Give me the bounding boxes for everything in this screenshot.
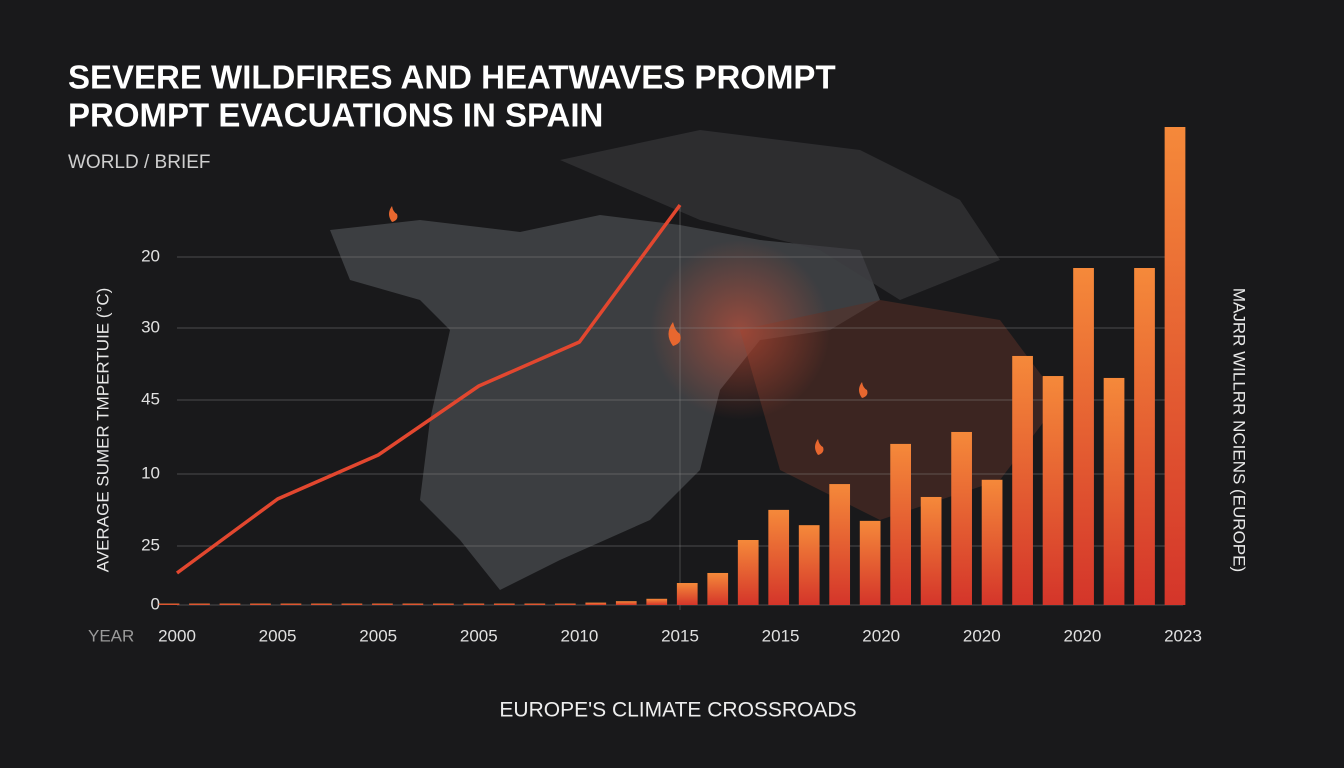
y-tick-label: 20 [141,246,160,265]
bar [920,496,942,605]
bar [1134,268,1155,605]
bar [432,603,454,605]
bar [1012,355,1033,605]
bar [219,603,241,605]
y-axis-label: AVERAGE SUMER TMPERTUIE (°C) [93,288,112,573]
x-tick-label: 2020 [963,626,1001,645]
x-tick-label: 2010 [560,626,598,645]
x-tick-label: 2023 [1164,626,1202,645]
footer: EUROPE'S CLIMATE CROSSROADS [499,699,856,722]
x-tick-label: 2005 [460,626,498,645]
y-tick-label: 30 [141,317,160,336]
fire-icon [389,206,398,222]
bar [372,603,393,605]
bar [311,603,332,605]
bar [524,603,546,605]
y-tick-label: 10 [141,463,160,482]
x-tick-label: 2005 [359,626,397,645]
bar [981,479,1003,605]
line [175,203,682,575]
y-tick-label: 45 [141,389,160,408]
bar [646,598,668,605]
bar [1164,127,1186,605]
bar [1103,377,1125,605]
bar [250,603,271,605]
bar [829,484,851,605]
x-tick-label: 2005 [259,626,297,645]
x-tick-label: 2015 [762,626,800,645]
y-tick-label: 25 [141,535,160,554]
bar [341,603,363,605]
bar [1073,268,1094,605]
fire-icon [859,382,868,398]
chart-title: PROMPT EVACUATIONS IN SPAIN [68,97,603,134]
bar [463,603,485,605]
bar [158,603,180,605]
bar [890,443,912,605]
x-tick-label: 2015 [661,626,699,645]
bar [951,431,972,605]
bar [615,601,637,605]
bar [798,525,820,605]
bar [585,602,607,605]
bar [1042,376,1064,605]
bar [554,603,576,605]
bar [402,603,424,605]
x-tick-label: 2020 [862,626,900,645]
x-axis-label: YEAR [88,626,134,645]
bar [189,603,210,605]
fire-icon [668,322,681,346]
x-tick-label: 2000 [158,626,196,645]
heat-glow [650,240,830,420]
x-tick-label: 2020 [1063,626,1101,645]
bar [707,572,729,605]
bar [859,520,881,605]
bar [676,583,698,605]
fire-icons [389,206,868,455]
bar [280,603,302,605]
map-shape [560,130,1000,300]
y-tick-label: 0 [151,594,160,613]
y2-axis-label: MAJRR WILLRR NCIENS (EUROPE) [1230,288,1249,572]
bar [768,509,790,605]
chart-title: SEVERE WILDFIRES AND HEATWAVES PROMPT [68,59,836,96]
subtitle: WORLD / BRIEF [68,152,211,173]
fire-icon [815,439,824,455]
bar [493,603,515,605]
bar [737,539,759,605]
